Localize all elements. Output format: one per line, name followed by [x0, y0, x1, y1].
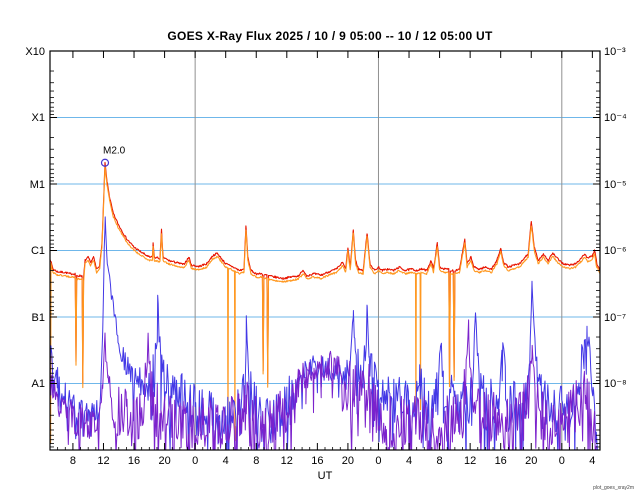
x-tick-label: 16	[311, 455, 323, 467]
y-left-label-x10: X10	[25, 46, 45, 58]
y-left-label-a1: A1	[32, 378, 45, 390]
x-tick-label: 12	[464, 455, 476, 467]
series-xray-long-primary	[50, 161, 600, 385]
y-right-label-1e-8: 10⁻⁸	[604, 378, 627, 390]
y-right-label-1e-3: 10⁻³	[604, 46, 626, 58]
series-layer	[50, 161, 600, 450]
x-tick-label: 0	[192, 455, 198, 467]
y-left-label-b1: B1	[32, 312, 45, 324]
watermark-text: plot_goes_xray2m	[593, 485, 634, 491]
x-tick-label: 12	[281, 455, 293, 467]
chart-generated-layers	[49, 50, 601, 451]
x-tick-label: 12	[97, 455, 109, 467]
x-tick-label: 0	[559, 455, 565, 467]
y-left-label-c1: C1	[31, 245, 45, 257]
x-tick-labels: 8 12 16 20 0 4 8 12 16 20 0 4 8 12 16 20 0 4	[70, 455, 596, 467]
x-tick-label: 20	[158, 455, 170, 467]
x-tick-label: 20	[342, 455, 354, 467]
x-tick-label: 16	[495, 455, 507, 467]
y-right-label-1e-6: 10⁻⁶	[604, 245, 627, 257]
chart-title: GOES X-Ray Flux 2025 / 10 / 9 05:00 -- 1…	[167, 29, 493, 43]
x-tick-label: 0	[375, 455, 381, 467]
series-xray-short-primary	[50, 216, 598, 450]
x-axis-label: UT	[318, 470, 333, 482]
series-xray-long-secondary	[50, 165, 600, 444]
y-right-label-1e-4: 10⁻⁴	[604, 112, 627, 124]
x-tick-label: 4	[406, 455, 412, 467]
x-tick-label: 16	[128, 455, 140, 467]
x-tick-label: 20	[525, 455, 537, 467]
series-xray-short-secondary	[50, 319, 597, 450]
y-right-label-1e-5: 10⁻⁵	[604, 179, 627, 191]
x-tick-label: 8	[437, 455, 443, 467]
x-tick-label: 8	[70, 455, 76, 467]
x-tick-label: 4	[589, 455, 595, 467]
x-tick-label: 4	[223, 455, 229, 467]
flare-peak-marker-icon	[100, 158, 110, 167]
x-tick-label: 8	[253, 455, 259, 467]
y-left-label-x1: X1	[32, 112, 45, 124]
flare-label: M2.0	[103, 146, 126, 157]
y-left-label-m1: M1	[30, 179, 45, 191]
y-right-label-1e-7: 10⁻⁷	[604, 312, 626, 324]
